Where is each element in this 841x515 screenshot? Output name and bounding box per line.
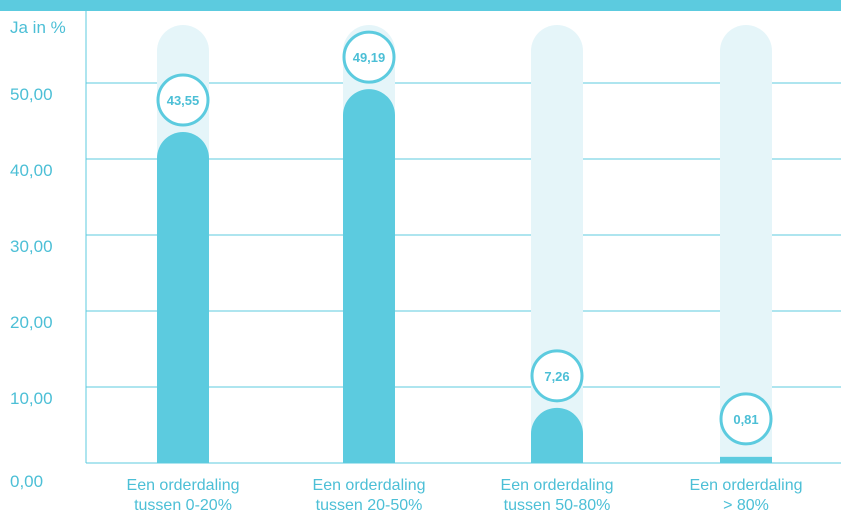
- category-label: Een orderdaling > 80%: [690, 477, 803, 514]
- bar: [343, 89, 395, 463]
- bar: [531, 407, 583, 463]
- y-tick-label: 0,00: [10, 472, 43, 491]
- category-labels: Een orderdaling tussen 0-20% Een orderdali…: [127, 477, 803, 514]
- gridlines: [85, 11, 841, 464]
- category-label: Een orderdaling tussen 0-20%: [127, 477, 240, 514]
- value-label: 43,55: [167, 93, 200, 108]
- y-tick-labels: 0,00 10,00 20,00 30,00 40,00 50,00: [10, 85, 53, 491]
- y-tick-label: 40,00: [10, 161, 53, 180]
- y-tick-label: 10,00: [10, 389, 53, 408]
- bar: [720, 456, 772, 463]
- value-bubble: [156, 73, 210, 127]
- category-label: Een orderdaling tussen 50-80%: [501, 477, 614, 514]
- value-label: 49,19: [353, 50, 386, 65]
- value-bubble: [530, 349, 584, 403]
- value-bubble: [719, 392, 773, 446]
- value-bubble: [342, 30, 396, 84]
- y-tick-label: 50,00: [10, 85, 53, 104]
- value-label: 7,26: [544, 369, 569, 384]
- header-bar: [0, 0, 841, 11]
- bar-track: [720, 25, 772, 463]
- bar: [157, 132, 209, 463]
- value-label: 0,81: [733, 412, 758, 427]
- y-axis-label: Ja in %: [10, 18, 66, 37]
- y-tick-label: 30,00: [10, 237, 53, 256]
- category-label: Een orderdaling tussen 20-50%: [313, 477, 426, 514]
- bars: 43,55 49,19 7,26 0,81: [156, 25, 773, 463]
- y-tick-label: 20,00: [10, 313, 53, 332]
